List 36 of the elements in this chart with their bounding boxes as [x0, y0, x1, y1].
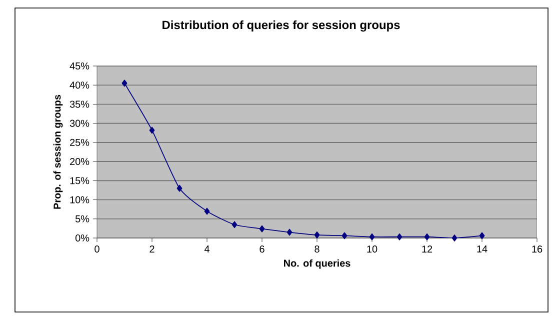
x-tick-label: 8 [314, 246, 320, 253]
point [396, 233, 402, 240]
y-tick-label: 15% [70, 177, 90, 184]
y-tick-label: 20% [70, 158, 90, 166]
x-tick-label: 14 [477, 246, 488, 252]
point [286, 228, 292, 236]
point [232, 221, 238, 228]
point [149, 126, 155, 134]
x-tick-label: 6 [260, 246, 264, 253]
y-tick-label: 40% [70, 82, 90, 89]
y-tick-label: 0% [75, 234, 90, 242]
y-tick-label: 25% [70, 138, 90, 146]
x-tick-label: 4 [204, 246, 210, 252]
x-tick-label: 12 [422, 246, 432, 252]
y-tick-label: 30% [70, 120, 90, 127]
y-tick-label: 10% [70, 196, 90, 204]
point [369, 233, 375, 240]
point [479, 232, 485, 240]
point [259, 225, 265, 232]
chart-title: Distribution of queries for session groups [162, 20, 400, 32]
point [342, 232, 348, 240]
point [424, 233, 430, 240]
x-tick-label: 16 [532, 246, 542, 253]
x-tick-label: 0 [94, 246, 100, 253]
point [314, 231, 320, 238]
y-axis-title: Prop. of session groups [53, 94, 63, 209]
point [452, 234, 458, 242]
y-tick-label: 5% [75, 215, 90, 222]
x-tick-label: 10 [367, 246, 378, 253]
x-tick-label: 2 [150, 246, 154, 252]
y-tick-label: 35% [70, 100, 90, 108]
y-tick-label: 45% [70, 62, 90, 70]
point [122, 80, 128, 87]
x-axis-title: No. of queries [284, 259, 350, 269]
point [176, 184, 182, 192]
point [204, 208, 210, 215]
